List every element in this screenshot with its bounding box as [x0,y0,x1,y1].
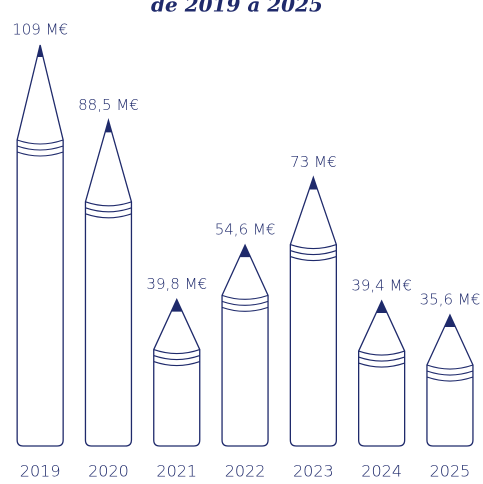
value-label: 39,4 M€ [351,277,412,295]
value-label: 54,6 M€ [215,221,276,239]
pencil-lead [171,299,183,312]
x-tick-label: 2024 [361,462,402,481]
value-label: 73 M€ [290,153,336,171]
pencil-band [16,139,64,157]
pencil-band [221,294,269,312]
pencil-lead [444,315,456,328]
pencil-band [358,350,405,368]
x-tick-label: 2021 [156,462,197,481]
x-tick-label: 2022 [225,462,266,481]
pencil-band [426,364,474,382]
value-label: 88,5 M€ [78,96,139,114]
pencil [153,298,201,447]
pencil [16,44,64,447]
pencil [358,299,406,447]
x-tick-label: 2023 [293,462,334,481]
pencil [221,243,269,447]
pencil-lead [37,45,44,57]
pencil-band [153,349,200,367]
x-tick-label: 2020 [88,462,129,481]
value-label: 35,6 M€ [420,291,481,309]
value-label: 109 M€ [12,21,68,39]
pencil-lead [309,177,318,190]
pencil-lead [105,120,112,133]
pencil [84,118,133,447]
pencil-lead [376,301,388,314]
pencil-lead [239,245,251,258]
chart-title: de 2019 à 2025 [151,0,323,17]
pencil-band [85,201,132,219]
value-label: 39,8 M€ [146,275,207,293]
x-tick-label: 2025 [430,462,471,481]
pencil-band [290,244,337,262]
x-tick-label: 2019 [20,462,61,481]
pencil [289,175,337,447]
